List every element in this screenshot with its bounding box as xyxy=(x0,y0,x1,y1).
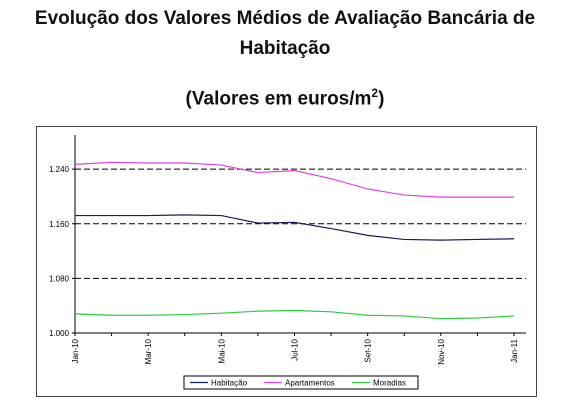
y-tick-label: 1.240 xyxy=(49,165,70,174)
x-tick-label: Nov-10 xyxy=(437,338,446,364)
subtitle-text: (Valores em euros/m xyxy=(185,88,372,110)
series-line-habitação xyxy=(75,214,515,241)
x-tick-label: Mar-10 xyxy=(144,338,153,364)
legend-box xyxy=(183,375,419,390)
axis-layer: 1.000 1.080 1.160 1.240 Jan-10 Mar-10 Mai-10 Ju… xyxy=(49,135,526,365)
y-tick-label: 1.160 xyxy=(49,220,70,229)
legend-label: Habitação xyxy=(211,379,248,388)
x-tick-label: Set-10 xyxy=(364,338,373,362)
legend-label: Moradias xyxy=(373,379,406,388)
chart-title-line-2: Habitação xyxy=(239,38,331,59)
chart-frame: 1.000 1.080 1.160 1.240 Jan-10 Mar-10 Mai-10 Ju… xyxy=(36,126,537,397)
legend: Habitação Apartamentos Moradias xyxy=(183,375,419,390)
line-chart: 1.000 1.080 1.160 1.240 Jan-10 Mar-10 Mai-10 Ju… xyxy=(49,135,526,390)
chart-title-line-1: Evolução dos Valores Médios de Avaliação… xyxy=(34,8,536,29)
x-tick-label: Mai-10 xyxy=(217,338,226,363)
legend-label: Apartamentos xyxy=(285,379,335,388)
subtitle-end: ) xyxy=(378,88,385,110)
x-tick-label: Jan-10 xyxy=(71,338,80,363)
series-line-moradias xyxy=(74,309,515,320)
x-tick-label: Jan-11 xyxy=(510,338,519,362)
subtitle-superscript: 2 xyxy=(371,86,379,100)
x-tick-label: Jul-10 xyxy=(291,338,300,360)
y-tick-label: 1.000 xyxy=(49,329,70,338)
chart-subtitle: (Valores em euros/m2) xyxy=(0,86,570,110)
series-line-apartamentos xyxy=(74,161,514,198)
y-tick-label: 1.080 xyxy=(49,274,70,283)
series-layer xyxy=(74,161,515,320)
